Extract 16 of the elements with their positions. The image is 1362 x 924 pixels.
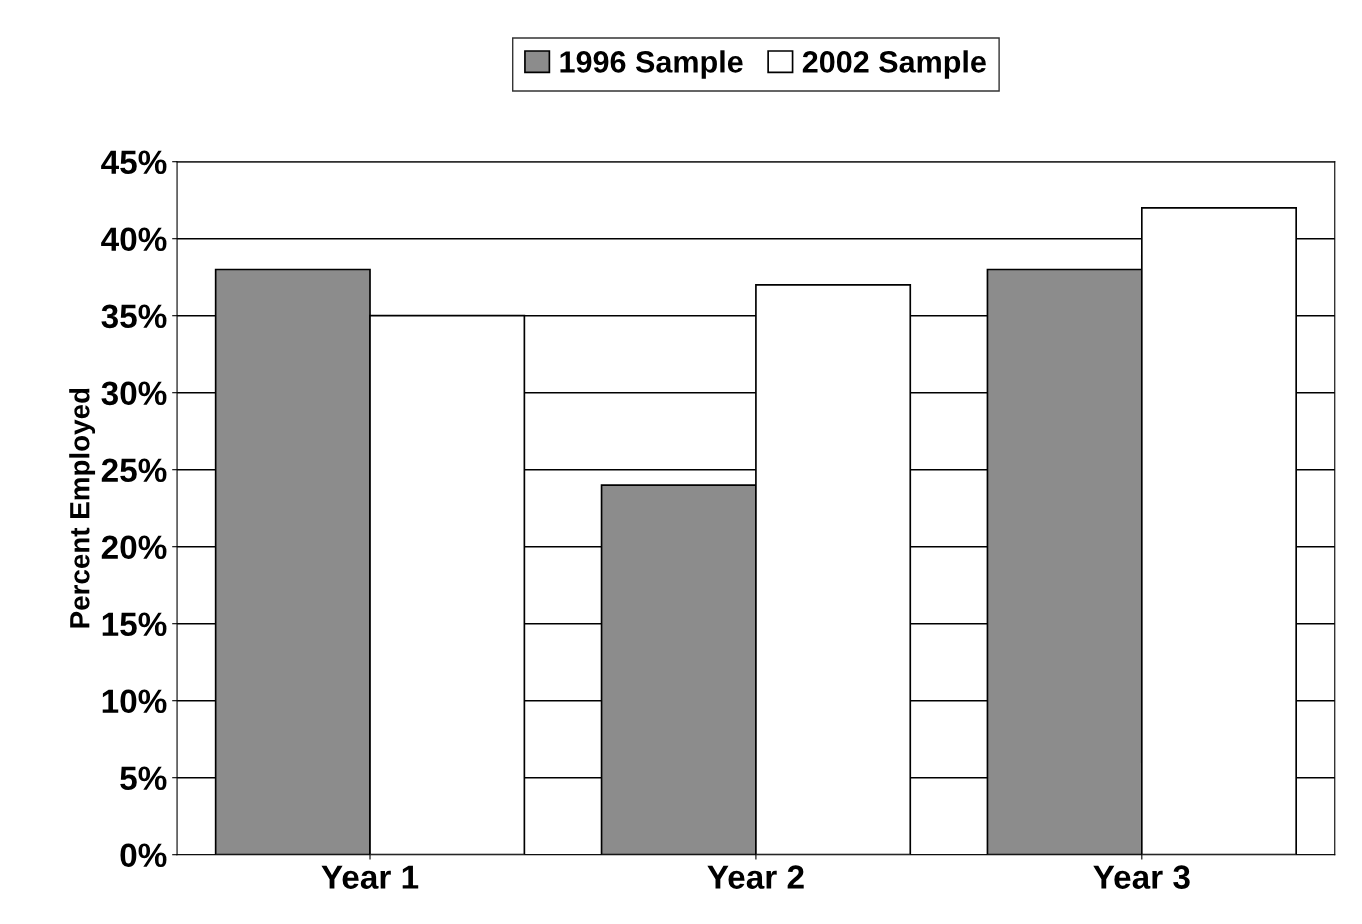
y-tick-label: 40%: [101, 227, 167, 252]
y-tick-label: 45%: [101, 150, 167, 175]
y-tick-label: 10%: [102, 689, 167, 714]
y-tick-label: 5%: [120, 766, 167, 791]
y-tick-label: 15%: [102, 612, 167, 637]
y-axis-title: Percent Employed: [69, 388, 96, 628]
y-tick-label: 25%: [101, 458, 167, 483]
legend-label: 1996 Sample: [560, 50, 743, 79]
y-tick-label: 0%: [120, 843, 167, 868]
x-tick-label: Year 2: [707, 865, 804, 889]
x-tick-label: Year 1: [321, 865, 419, 889]
y-tick-label: 30%: [101, 381, 167, 406]
y-tick-label: 35%: [101, 304, 167, 329]
legend-label: 2002 Sample: [802, 50, 986, 79]
x-tick-label: Year 3: [1093, 865, 1190, 889]
y-tick-label: 20%: [101, 535, 167, 560]
